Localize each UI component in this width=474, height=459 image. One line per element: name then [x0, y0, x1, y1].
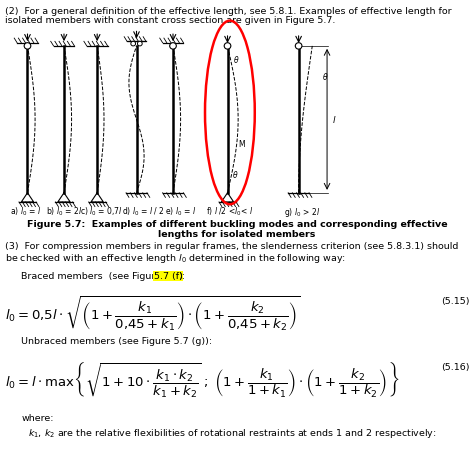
Text: a) $l_0$ = $l$: a) $l_0$ = $l$ [10, 206, 42, 218]
Text: (5.15): (5.15) [441, 297, 469, 306]
Text: c) $l_0$ = 0,7$l$: c) $l_0$ = 0,7$l$ [80, 206, 122, 218]
Text: $l$: $l$ [332, 114, 336, 125]
Text: d) $l_0$ = $l$ / 2: d) $l_0$ = $l$ / 2 [122, 206, 165, 218]
Text: (5.16): (5.16) [441, 363, 469, 372]
Text: Figure 5.7:  Examples of different buckling modes and corresponding effective: Figure 5.7: Examples of different buckli… [27, 220, 447, 230]
Text: M: M [238, 140, 245, 149]
Text: be checked with an effective length $l_0$ determined in the following way:: be checked with an effective length $l_0… [5, 252, 346, 265]
Text: $\theta$: $\theta$ [232, 169, 239, 180]
Text: where:: where: [21, 414, 54, 423]
Text: $l_0 = 0{,}5l \cdot \sqrt{\left(1+\dfrac{k_1}{0{,}45+k_1}\right)\cdot\left(1+\df: $l_0 = 0{,}5l \cdot \sqrt{\left(1+\dfrac… [5, 295, 300, 333]
Text: Unbraced members (see Figure 5.7 (g)):: Unbraced members (see Figure 5.7 (g)): [21, 337, 212, 347]
Text: g) $l_0$ > 2$l$: g) $l_0$ > 2$l$ [284, 206, 320, 218]
Circle shape [24, 43, 31, 49]
Circle shape [131, 41, 136, 46]
Text: $k_1$, $k_2$ are the relative flexibilities of rotational restraints at ends 1 a: $k_1$, $k_2$ are the relative flexibilit… [28, 427, 437, 440]
Text: (2)  For a general definition of the effective length, see 5.8.1. Examples of ef: (2) For a general definition of the effe… [5, 7, 451, 16]
Text: isolated members with constant cross section are given in Figure 5.7.: isolated members with constant cross sec… [5, 16, 335, 25]
Text: (3)  For compression members in regular frames, the slenderness criterion (see 5: (3) For compression members in regular f… [5, 242, 458, 252]
Circle shape [224, 43, 231, 49]
Text: $l_0 = l \cdot \max\left\{\sqrt{1+10\cdot\dfrac{k_1 \cdot k_2}{k_1+k_2}}\;;\;\le: $l_0 = l \cdot \max\left\{\sqrt{1+10\cdo… [5, 360, 399, 400]
Text: $\theta$: $\theta$ [322, 71, 329, 82]
Text: $\theta$: $\theta$ [233, 54, 240, 65]
Text: 5.7 (f): 5.7 (f) [154, 272, 183, 281]
Text: ):: ): [178, 272, 185, 281]
Circle shape [295, 43, 302, 49]
Text: f) $l$ /2 <$l_0$< $l$: f) $l$ /2 <$l_0$< $l$ [206, 206, 254, 218]
Text: lengths for isolated members: lengths for isolated members [158, 230, 316, 240]
Text: b) $l_0$ = 2$l$: b) $l_0$ = 2$l$ [46, 206, 82, 218]
Circle shape [137, 41, 142, 46]
Text: Braced members  (see Figure: Braced members (see Figure [21, 272, 164, 281]
Text: e) $l_0$ = $l$: e) $l_0$ = $l$ [165, 206, 196, 218]
Circle shape [170, 43, 176, 49]
